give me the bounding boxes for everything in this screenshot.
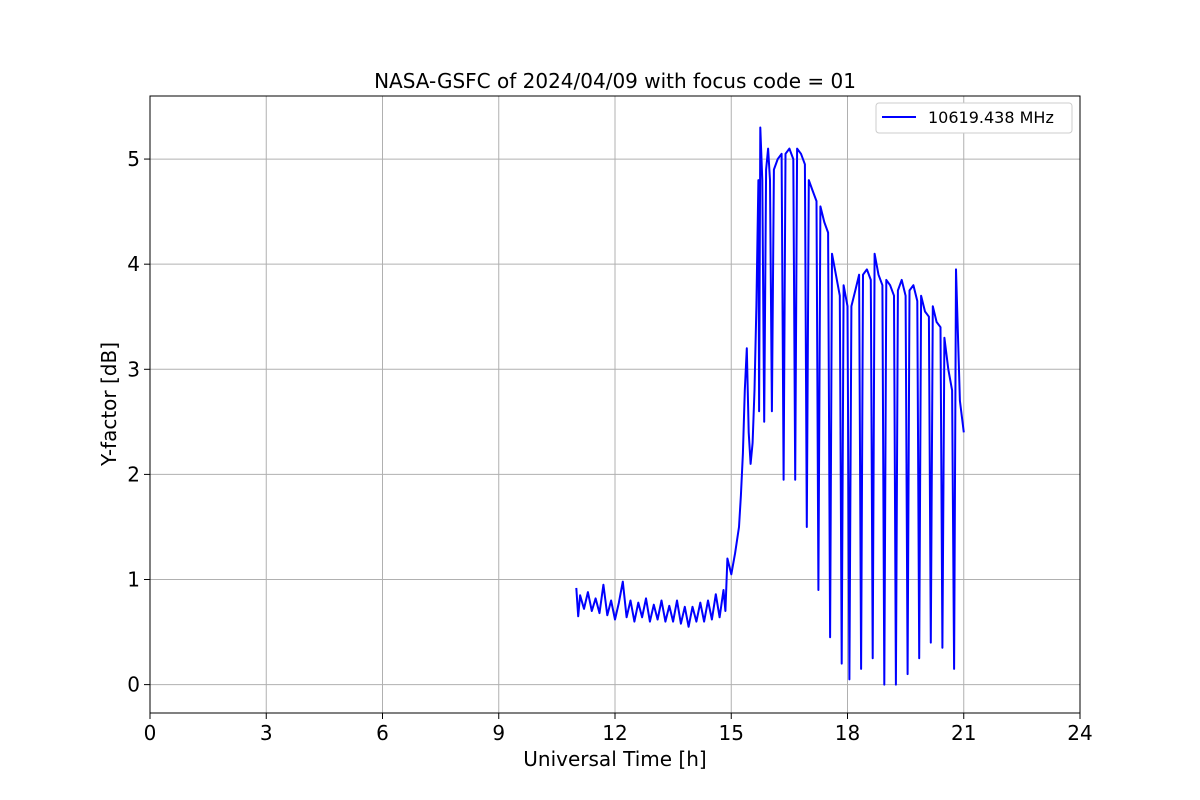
y-tick-label: 4	[127, 252, 140, 276]
x-tick-label: 18	[835, 721, 860, 745]
x-tick-label: 9	[492, 721, 505, 745]
y-tick-label: 5	[127, 147, 140, 171]
x-axis-label: Universal Time [h]	[523, 747, 706, 771]
x-tick-label: 3	[260, 721, 273, 745]
y-tick-label: 1	[127, 568, 140, 592]
legend-entry-label: 10619.438 MHz	[928, 108, 1054, 127]
series-line-0	[575, 126, 965, 686]
x-tick-label: 21	[951, 721, 976, 745]
y-tick-label: 0	[127, 673, 140, 697]
y-tick-label: 3	[127, 357, 140, 381]
y-tick-label: 2	[127, 462, 140, 486]
x-tick-label: 15	[719, 721, 744, 745]
legend: 10619.438 MHz	[875, 102, 1073, 134]
x-tick-label: 24	[1067, 721, 1092, 745]
x-tick-label: 12	[602, 721, 627, 745]
y-axis-label: Y-factor [dB]	[97, 342, 121, 467]
plot-layer	[575, 126, 965, 686]
x-tick-label: 6	[376, 721, 389, 745]
chart-title: NASA-GSFC of 2024/04/09 with focus code …	[374, 69, 856, 93]
x-tick-label: 0	[144, 721, 157, 745]
legend-box	[875, 102, 1073, 134]
